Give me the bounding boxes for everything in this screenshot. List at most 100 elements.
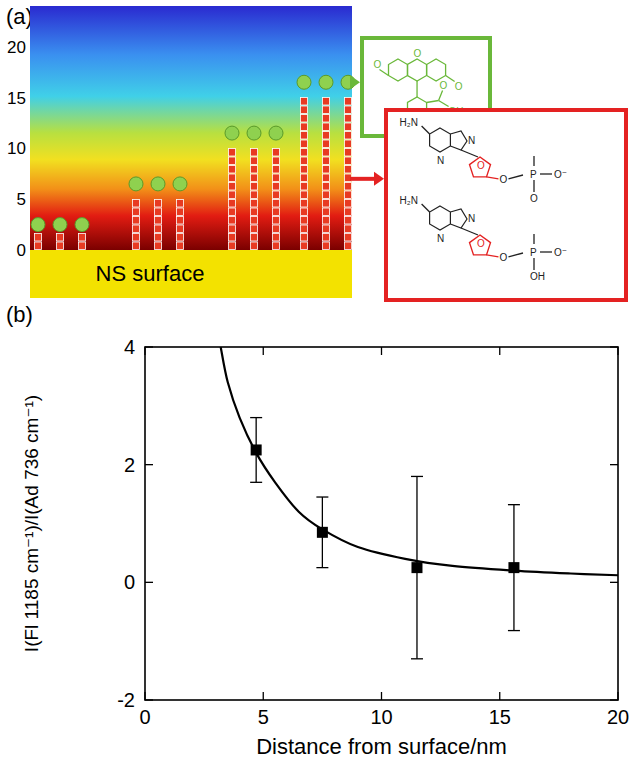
figure: (a)NS surface05101520OOOOOHH₂NNNOOPO⁻OH₂… (0, 0, 632, 765)
base-unit (345, 208, 352, 216)
base-unit (301, 115, 308, 123)
base-unit (345, 115, 352, 123)
error-cap (411, 658, 423, 659)
strand (31, 218, 45, 250)
x-tick (499, 692, 500, 700)
base-unit (323, 174, 330, 182)
x-tick (144, 692, 145, 700)
base-unit (273, 149, 280, 157)
base-unit (273, 217, 280, 225)
base-unit (133, 217, 140, 225)
base-unit (229, 217, 236, 225)
base-unit (229, 225, 236, 233)
base-unit (251, 234, 258, 242)
sugar-ring (470, 235, 491, 255)
bond (422, 204, 430, 212)
ring (427, 59, 446, 81)
base-unit (301, 140, 308, 148)
surface (30, 250, 352, 298)
base-unit (301, 234, 308, 242)
base-unit (229, 234, 236, 242)
base-unit (323, 242, 330, 250)
x-tick (381, 692, 382, 700)
tick-label: 10 (7, 139, 26, 158)
arrowhead (374, 172, 384, 186)
ring (408, 59, 427, 81)
arrowhead (350, 75, 360, 89)
strand (173, 177, 187, 250)
base-unit (323, 234, 330, 242)
y-tick (145, 582, 153, 583)
bond (533, 258, 534, 270)
error-bar (250, 418, 262, 483)
base-unit (177, 208, 184, 216)
error-cap (508, 630, 520, 631)
base-unit (251, 183, 258, 191)
base-unit (229, 157, 236, 165)
fluorophore (319, 75, 333, 89)
base-unit (323, 149, 330, 157)
base-unit (345, 200, 352, 208)
base-unit (323, 115, 330, 123)
ring (450, 131, 467, 150)
strand (319, 75, 333, 249)
base-unit (345, 123, 352, 131)
nucleotide-structure: H₂NNNOOPO⁻OH (400, 195, 567, 282)
ring (430, 128, 451, 152)
error-bar (508, 505, 520, 631)
base-unit (345, 166, 352, 174)
base-unit (345, 191, 352, 199)
atom-label: P (530, 169, 537, 180)
base-unit (35, 234, 42, 242)
base-unit (133, 200, 140, 208)
atom-label: N (437, 233, 444, 244)
atom-label: O (499, 252, 507, 263)
base-unit (229, 174, 236, 182)
x-tick (617, 347, 618, 355)
base-unit (273, 200, 280, 208)
bond (461, 228, 478, 235)
bond (422, 126, 430, 134)
x-tick-label: 10 (370, 706, 392, 728)
base-unit (273, 166, 280, 174)
base-unit (133, 208, 140, 216)
strand (269, 126, 283, 249)
base-unit (323, 140, 330, 148)
base-unit (301, 208, 308, 216)
base-unit (323, 106, 330, 114)
base-unit (301, 225, 308, 233)
y-tick (145, 699, 153, 700)
bond (508, 253, 523, 257)
base-unit (155, 200, 162, 208)
y-tick (610, 464, 618, 465)
base-unit (229, 183, 236, 191)
panel-label: (a) (6, 4, 33, 29)
tick-label: 20 (7, 38, 26, 57)
base-unit (177, 200, 184, 208)
error-bar (411, 476, 423, 658)
base-unit (155, 234, 162, 242)
base-unit (251, 166, 258, 174)
strand (225, 126, 239, 249)
atom-label: H₂N (400, 117, 418, 128)
base-unit (57, 242, 64, 250)
base-unit (177, 234, 184, 242)
base-unit (79, 242, 86, 250)
error-cap (316, 567, 328, 568)
base-unit (345, 98, 352, 106)
base-unit (323, 191, 330, 199)
base-unit (229, 191, 236, 199)
arrow (350, 177, 378, 181)
strand (75, 218, 89, 250)
base-unit (345, 234, 352, 242)
bond (533, 234, 534, 244)
atom-label: O (477, 160, 485, 171)
base-unit (133, 225, 140, 233)
strand (53, 218, 67, 250)
base-unit (155, 225, 162, 233)
fluorophore (53, 218, 67, 232)
atom-label: O (455, 81, 463, 92)
base-unit (323, 225, 330, 233)
field-gradient (30, 6, 352, 250)
plot-area (221, 347, 618, 659)
